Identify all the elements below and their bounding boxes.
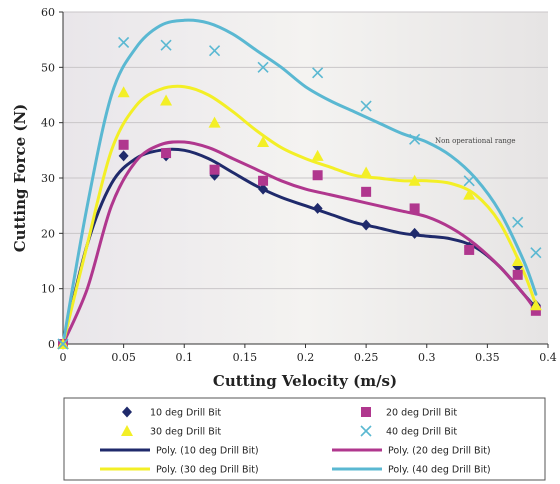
x-tick-label: 0.35 <box>475 351 500 364</box>
data-point-series-4 <box>208 45 221 57</box>
marker-x-stroke <box>360 100 372 112</box>
data-point-series-4 <box>409 133 421 145</box>
data-point-series-3 <box>529 299 542 311</box>
marker-x-stroke <box>160 39 172 51</box>
data-point-series-2 <box>161 148 172 159</box>
x-tick-label: 0.1 <box>176 351 194 364</box>
marker-x-stroke <box>118 36 130 48</box>
data-point-series-3 <box>160 94 173 106</box>
marker-x-stroke <box>57 338 69 350</box>
gridlines <box>63 11 548 290</box>
data-point-series-3 <box>360 166 373 178</box>
y-tick-label: 60 <box>41 6 55 19</box>
trendline-3 <box>61 84 538 346</box>
legend-label: Poly. (40 deg Drill Bit) <box>388 465 491 476</box>
trendline-4 <box>61 18 538 346</box>
trendlines <box>61 18 538 346</box>
x-tick-label: 0.15 <box>233 351 258 364</box>
y-tick-label: 0 <box>48 338 55 351</box>
data-point-series-4 <box>530 247 542 259</box>
trendline-2 <box>61 140 538 346</box>
y-tick-label: 30 <box>41 172 55 185</box>
data-point-series-3 <box>117 86 130 98</box>
y-tick-label: 10 <box>41 283 55 296</box>
legend-label: Poly. (10 deg Drill Bit) <box>156 446 259 457</box>
trendline-1 <box>61 147 538 346</box>
data-point-series-4 <box>512 216 524 228</box>
legend-marker <box>360 425 372 437</box>
x-tick-label: 0.05 <box>111 351 136 364</box>
data-point-series-3 <box>463 188 476 200</box>
data-point-series-2 <box>512 269 523 280</box>
legend-label: Poly. (30 deg Drill Bit) <box>156 465 259 476</box>
data-point-series-1 <box>409 227 420 239</box>
legend: 10 deg Drill Bit 20 deg Drill Bit 30 deg D… <box>63 397 546 481</box>
marker-x-stroke <box>463 175 475 187</box>
y-axis-title: Cutting Force (N) <box>11 104 29 253</box>
data-point-series-3 <box>311 149 324 161</box>
data-point-series-2 <box>118 139 129 150</box>
x-tick-label: 0.2 <box>297 351 315 364</box>
legend-marker <box>121 425 133 436</box>
legend-marker <box>361 407 371 417</box>
x-axis-title: Cutting Velocity (m/s) <box>213 372 397 390</box>
data-point-series-4 <box>118 36 130 48</box>
data-point-series-1 <box>361 219 372 231</box>
tick-labels: 0 0.05 0.1 0.15 0.2 0.25 0.3 0.35 0.4 0 10 20 30 40 50… <box>41 6 557 364</box>
data-point-series-4 <box>257 61 269 73</box>
x-tick-label: 0.3 <box>418 351 436 364</box>
y-tick-label: 50 <box>41 61 55 74</box>
data-point-series-2 <box>258 175 269 186</box>
data-point-series-1 <box>258 183 269 195</box>
data-point-series-3 <box>511 255 524 266</box>
data-point-series-4 <box>160 39 172 51</box>
legend-label: 40 deg Drill Bit <box>386 427 457 438</box>
data-point-series-4 <box>463 175 475 187</box>
marker-x-stroke <box>312 67 324 79</box>
legend-marker <box>122 406 132 418</box>
y-tick-label: 20 <box>41 227 55 240</box>
data-point-series-1 <box>312 202 323 214</box>
data-markers <box>57 36 542 350</box>
data-point-series-3 <box>208 116 221 128</box>
data-point-series-2 <box>409 203 420 214</box>
legend-label: 20 deg Drill Bit <box>386 408 457 419</box>
data-point-series-2 <box>464 244 475 255</box>
data-point-series-2 <box>312 170 323 181</box>
data-point-series-4 <box>57 338 69 350</box>
x-tick-label: 0 <box>60 351 67 364</box>
data-point-series-3 <box>408 174 421 186</box>
marker-x-stroke <box>409 133 421 145</box>
data-point-series-2 <box>361 186 372 197</box>
x-tick-label: 0.25 <box>354 351 379 364</box>
legend-label: 30 deg Drill Bit <box>150 427 221 438</box>
data-point-series-4 <box>360 100 372 112</box>
legend-box <box>63 397 546 481</box>
y-tick-label: 40 <box>41 117 55 130</box>
non-operational-range-annotation: Non operational range <box>435 137 516 145</box>
marker-x-stroke <box>208 45 221 57</box>
marker-x-stroke <box>512 216 524 228</box>
marker-x-stroke <box>360 425 372 437</box>
legend-label: 10 deg Drill Bit <box>150 408 221 419</box>
data-point-series-4 <box>312 67 324 79</box>
marker-x-stroke <box>530 247 542 259</box>
legend-label: Poly. (20 deg Drill Bit) <box>388 446 491 457</box>
data-point-series-2 <box>530 305 541 316</box>
marker-x-stroke <box>257 61 269 73</box>
data-point-series-2 <box>209 164 220 175</box>
data-point-series-3 <box>257 136 270 148</box>
data-point-series-1 <box>118 150 129 162</box>
x-tick-label: 0.4 <box>539 351 557 364</box>
